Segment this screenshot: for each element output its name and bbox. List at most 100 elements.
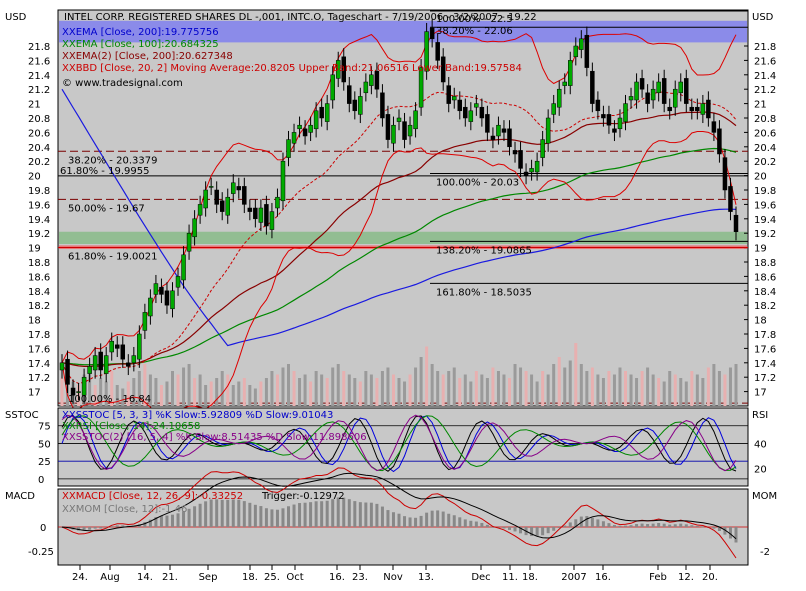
- x-tick-label: 25.: [264, 572, 280, 583]
- candle-body: [297, 124, 302, 130]
- candle-body: [70, 387, 76, 396]
- mom-histogram-bar: [419, 515, 423, 527]
- candle-body: [501, 128, 507, 133]
- mom-histogram-bar: [215, 499, 219, 527]
- candle-body: [65, 358, 70, 385]
- mom-histogram-bar: [386, 510, 390, 527]
- mom-tick-label: -2: [760, 547, 770, 558]
- volume-bar: [640, 371, 644, 406]
- candle-body: [114, 344, 120, 349]
- y-tick-label-right: 20.8: [754, 114, 776, 125]
- fib-label: 100.00% - 22.5: [436, 14, 513, 25]
- volume-bar: [585, 371, 589, 406]
- candle-body: [573, 45, 579, 58]
- volume-bar: [612, 374, 616, 406]
- volume-bar: [226, 374, 230, 406]
- mom-histogram-bar: [253, 504, 257, 527]
- mom-histogram-bar: [292, 504, 296, 527]
- rsi-line: [61, 415, 737, 472]
- y-tick-label-left: 21.4: [28, 71, 50, 82]
- candle-body: [595, 99, 601, 112]
- candle-body: [181, 254, 186, 281]
- volume-bar: [552, 364, 556, 406]
- candle-body: [92, 355, 98, 371]
- volume-bar: [60, 378, 64, 406]
- mom-histogram-bar: [717, 527, 721, 531]
- volume-bar: [590, 367, 594, 406]
- candle-body: [358, 96, 363, 115]
- candle-body: [612, 128, 617, 133]
- volume-bar: [485, 378, 489, 406]
- mom-histogram-bar: [646, 524, 650, 527]
- mom-histogram-bar: [513, 527, 517, 532]
- candle-body: [396, 117, 402, 122]
- candle-body: [258, 207, 264, 223]
- sstoc-left-label: SSTOC: [5, 410, 39, 421]
- mom-histogram-bar: [635, 524, 639, 527]
- y-tick-label-right: 20.2: [754, 157, 776, 168]
- fib-label: 50.00% - 19.67: [68, 203, 145, 214]
- volume-bar: [215, 378, 219, 406]
- price-left-currency: USD: [5, 12, 27, 23]
- candle-body: [275, 196, 280, 209]
- volume-bar: [347, 374, 351, 406]
- sstoc-legend-entry: XXRSI [Close, 14]:24.10658: [62, 421, 200, 432]
- x-tick-label: 20.: [702, 572, 718, 583]
- candle-body: [706, 99, 711, 119]
- candle-body: [148, 297, 153, 317]
- x-tick-label: Sep: [199, 572, 218, 583]
- tradesignal-credit: © www.tradesignal.com: [62, 78, 183, 89]
- candle-body: [661, 78, 667, 104]
- candle-body: [446, 85, 451, 104]
- volume-bar: [336, 364, 340, 406]
- x-tick-label: 18.: [242, 572, 258, 583]
- volume-bar: [701, 378, 705, 406]
- candle-body: [623, 103, 628, 122]
- mom-histogram-bar: [651, 523, 655, 527]
- candle-body: [236, 186, 242, 191]
- volume-bar: [425, 346, 429, 406]
- volume-bar: [320, 374, 324, 406]
- macd-trigger-line: [61, 472, 737, 540]
- mom-histogram-bar: [679, 523, 683, 527]
- mom-histogram-bar: [347, 499, 351, 527]
- volume-bar: [325, 378, 329, 406]
- volume-bar: [668, 371, 672, 406]
- candle-body: [700, 103, 706, 115]
- volume-bar: [690, 371, 694, 406]
- volume-bar: [546, 374, 550, 406]
- y-tick-label-right: 19.6: [754, 200, 776, 211]
- volume-bar: [657, 378, 661, 406]
- y-tick-label-right: 21.2: [754, 85, 776, 96]
- candle-body: [126, 362, 131, 367]
- mom-histogram-bar: [723, 527, 727, 535]
- volume-bar: [734, 364, 738, 406]
- candle-body: [717, 128, 722, 155]
- volume-bar: [132, 378, 136, 406]
- x-tick-label: 14.: [137, 572, 153, 583]
- volume-bar: [579, 364, 583, 406]
- volume-bar: [474, 371, 478, 406]
- volume-bar: [204, 385, 208, 406]
- candle-body: [650, 88, 656, 101]
- candle-body: [247, 207, 253, 212]
- volume-bar: [673, 374, 677, 406]
- y-tick-label-left: 18: [28, 316, 41, 327]
- mom-histogram-bar: [441, 511, 445, 527]
- mom-histogram-bar: [298, 503, 302, 527]
- mom-histogram-bar: [342, 497, 346, 527]
- mom-histogram-bar: [209, 499, 213, 527]
- mom-histogram-bar: [535, 527, 539, 537]
- volume-bar: [121, 388, 125, 406]
- volume-bar: [541, 371, 545, 406]
- volume-bar: [635, 378, 639, 406]
- candle-body: [87, 366, 92, 374]
- y-tick-label-right: 18.6: [754, 272, 776, 283]
- mom-histogram-bar: [546, 527, 550, 534]
- mom-histogram-bar: [657, 522, 661, 527]
- mom-histogram-bar: [364, 502, 368, 527]
- y-tick-label-left: 18.8: [28, 258, 50, 269]
- y-tick-label-right: 19.2: [754, 229, 776, 240]
- mom-histogram-bar: [695, 525, 699, 527]
- candle-body: [435, 42, 440, 61]
